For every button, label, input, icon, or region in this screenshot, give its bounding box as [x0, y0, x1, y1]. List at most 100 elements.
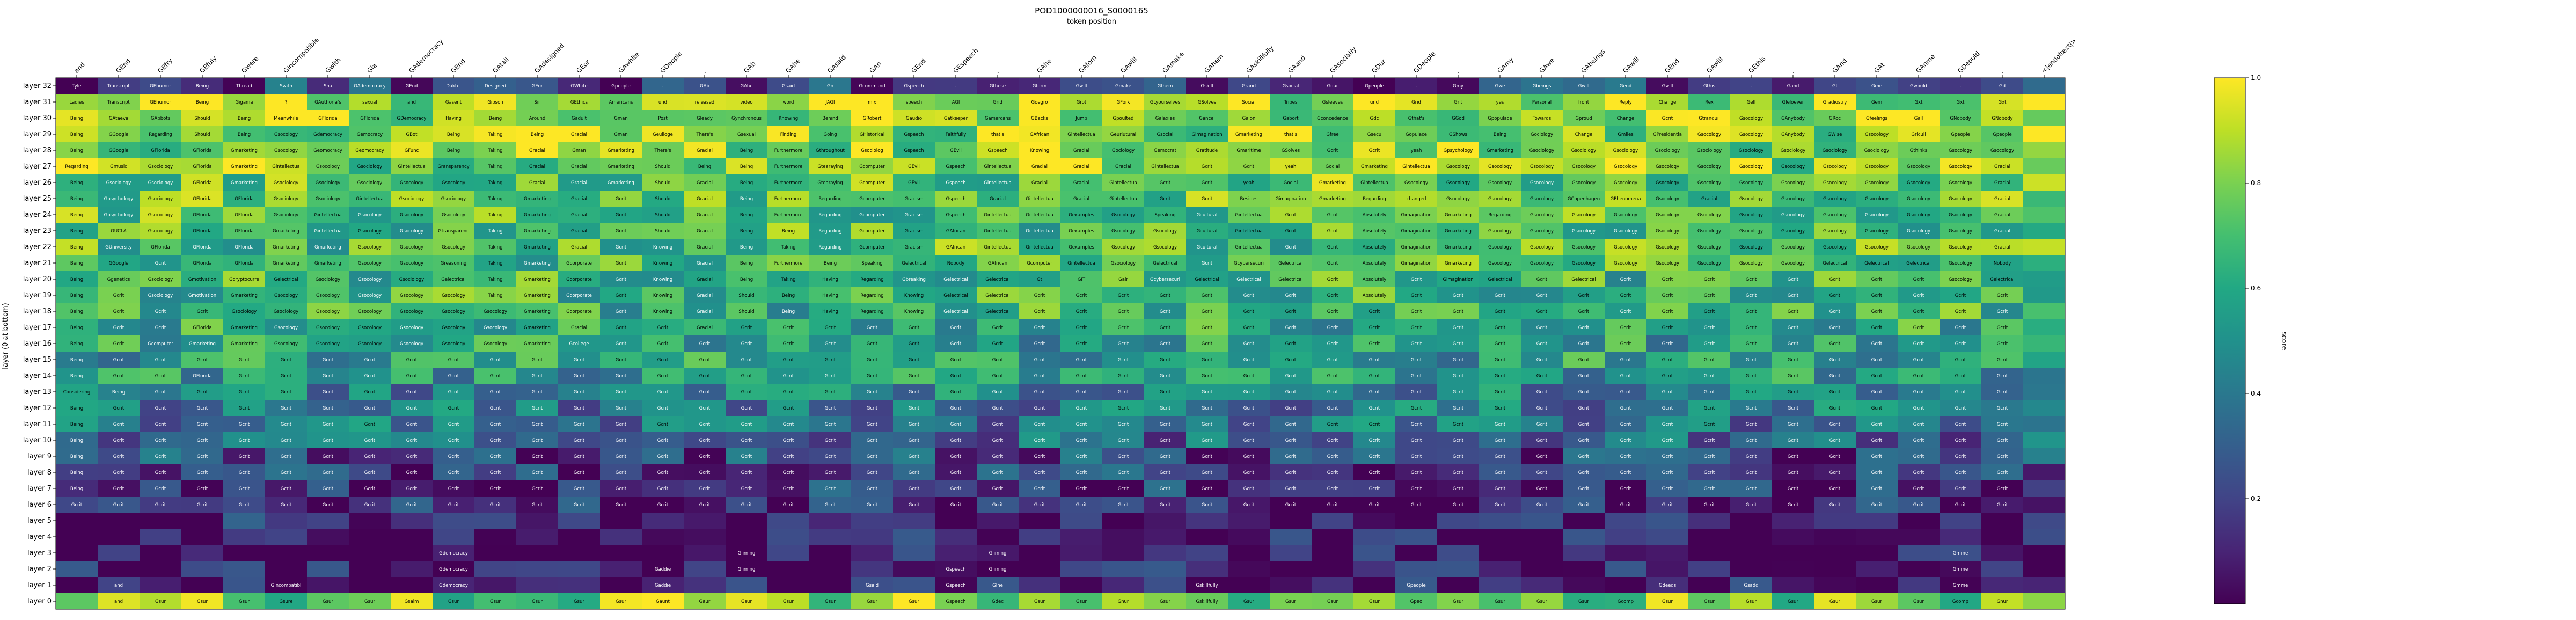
token-tick-label: GAwhite — [617, 50, 641, 75]
cell-label: Gcrit — [490, 486, 501, 492]
cell-label: Gsocology — [1530, 213, 1554, 218]
cell-label: GEvil — [908, 164, 920, 170]
cell-label: Gcrit — [1495, 374, 1506, 379]
cell-label: Gsocology — [1781, 180, 1805, 186]
cell-label: Gracial — [1031, 164, 1048, 170]
cell-label: Gsocology — [442, 213, 465, 218]
cell-label: Should — [655, 229, 670, 234]
cell-label: Gcrit — [1369, 470, 1380, 476]
cell-label: Gcrit — [616, 277, 627, 282]
cell-label: Gocial — [1284, 180, 1298, 186]
layer-tick-label: layer 7 — [27, 485, 52, 493]
cell-label: Gem — [1871, 100, 1882, 105]
cell-label: Gimagination — [1443, 277, 1473, 282]
cell-label: Being — [70, 341, 83, 347]
cell-label: Gcrit — [1871, 470, 1883, 476]
layer-tick-label: layer 24 — [23, 211, 52, 219]
cell-label: Gcrit — [448, 422, 459, 427]
cell-label: Gcrit — [1913, 406, 1924, 411]
cell-label: Gcrit — [657, 406, 669, 411]
cell-label: Gsocology — [1907, 213, 1930, 218]
heatmap-cell — [1353, 545, 1395, 561]
cell-label: Being — [238, 132, 251, 137]
cell-label: Being — [740, 148, 753, 154]
cell-label: Gmarketing — [524, 309, 551, 315]
cell-label: Gcrit — [1118, 374, 1129, 379]
cell-label: Gcrit — [699, 422, 711, 427]
cell-label: Gcrit — [699, 454, 711, 459]
cell-label: Gmarketing — [1361, 164, 1388, 170]
cell-label: Gcrit — [1076, 422, 1087, 427]
cell-label: Gcrit — [1369, 406, 1380, 411]
cell-label: Gspeech — [904, 148, 924, 154]
cell-label: Gcrit — [657, 390, 669, 395]
cell-label: Gcrit — [448, 470, 459, 476]
layer-tick-label: layer 9 — [27, 453, 52, 461]
cell-label: Gsecu — [1367, 132, 1381, 137]
cell-label: mix — [868, 100, 876, 105]
cell-label: Gelectrical — [1278, 277, 1303, 282]
colorbar-label: score — [2280, 332, 2288, 351]
cell-label: Gricull — [1911, 132, 1926, 137]
cell-label: Gsur — [1578, 599, 1589, 604]
cell-label: Gcrit — [113, 470, 125, 476]
cell-label: Gcrit — [1746, 358, 1757, 363]
heatmap-cell — [1228, 513, 1270, 529]
cell-label: Gspeech — [904, 132, 924, 137]
heatmap-cell — [767, 529, 809, 545]
cell-label: Gelectrical — [1571, 277, 1596, 282]
chart-title: POD1000000016_S0000165 — [1035, 6, 1148, 16]
cell-label: Gcrit — [741, 470, 752, 476]
cell-label: Gform — [1033, 84, 1046, 89]
heatmap-cell — [349, 545, 391, 561]
cell-label: Gtranquil — [1699, 116, 1720, 121]
cell-label: Gsociology — [441, 196, 466, 202]
cell-label: Regarding — [818, 213, 841, 218]
heatmap-cell — [1437, 513, 1479, 529]
cell-label: Gcrit — [448, 406, 459, 411]
cell-label: Being — [196, 100, 209, 105]
cell-label: Gcrit — [406, 502, 418, 508]
cell-label: Gcrit — [1076, 454, 1087, 459]
heatmap-cell — [1981, 577, 2023, 593]
cell-label: Gcrit — [281, 390, 292, 395]
cell-label: Gsocology — [1530, 261, 1554, 266]
cell-label: GEvil — [950, 148, 962, 154]
cell-label: Gcrit — [574, 422, 585, 427]
cell-label: Gdeeds — [1659, 583, 1677, 588]
cell-label: Gcrit — [197, 502, 208, 508]
cell-label: Gcrit — [1327, 454, 1338, 459]
cell-label: Being — [782, 309, 795, 315]
cell-label: Gcrit — [1495, 422, 1506, 427]
cell-label: Gcrit — [1871, 390, 1883, 395]
cell-label: Goegro — [1031, 100, 1048, 105]
cell-label: Gmarketing — [273, 245, 299, 250]
token-tick-label: GAnd — [1831, 57, 1848, 75]
heatmap-cell — [56, 513, 98, 529]
cell-label: Gcrit — [1327, 148, 1338, 154]
cell-label: Gsocology — [1697, 180, 1721, 186]
cell-label: Gcrit — [1202, 196, 1213, 202]
cell-label: Gcrit — [1997, 406, 2008, 411]
cell-label: Gsocology — [1739, 245, 1763, 250]
cell-label: Gmotivation — [188, 293, 216, 298]
cell-label: Gsocology — [484, 325, 507, 331]
cell-label: Gcrit — [1327, 374, 1338, 379]
cell-label: Gcrit — [113, 438, 125, 443]
cell-label: Gcrit — [1411, 277, 1422, 282]
cell-label: Being — [740, 261, 753, 266]
cell-label: Gsociology — [232, 309, 257, 315]
heatmap-cell — [2023, 223, 2065, 239]
cell-label: Gcrit — [1913, 293, 1924, 298]
cell-label: Gsociology — [106, 180, 131, 186]
cell-label: Gcrit — [950, 358, 962, 363]
cell-label: GFlorida — [193, 196, 212, 202]
cell-label: Gsocology — [1488, 180, 1512, 186]
cell-label: GFlorida — [318, 116, 338, 121]
cell-label: Gcrit — [155, 422, 166, 427]
cell-label: Gcrit — [1913, 374, 1924, 379]
cell-label: Gcrit — [867, 470, 878, 476]
cell-label: Gcrit — [1453, 502, 1464, 508]
cell-label: Being — [70, 148, 83, 154]
cell-label: Gcomputer — [859, 180, 885, 186]
